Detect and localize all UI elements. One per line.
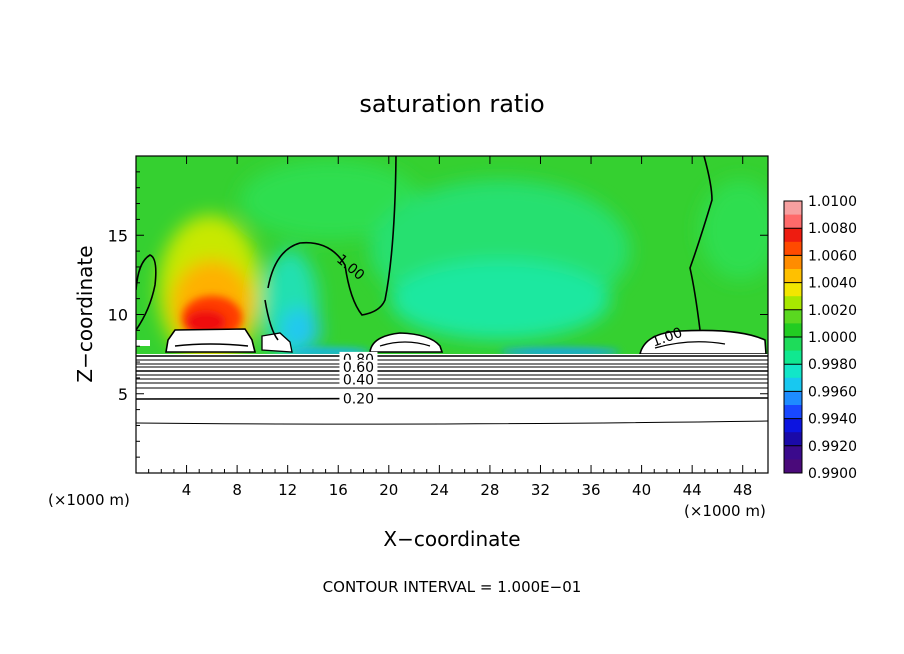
colorbar-label: 1.0000 bbox=[808, 330, 857, 346]
y-axis-label: Z−coordinate bbox=[73, 245, 97, 382]
x-tick-label: 24 bbox=[430, 481, 449, 499]
cloud-regions bbox=[136, 328, 767, 355]
colorbar-label: 0.9920 bbox=[808, 439, 857, 455]
colorbar-swatch bbox=[784, 201, 802, 216]
contour-interval-note: CONTOUR INTERVAL = 1.000E−01 bbox=[323, 578, 582, 596]
contour-label: 0.60 bbox=[343, 360, 374, 376]
colorbar-label: 0.9900 bbox=[808, 466, 857, 482]
colorbar-swatch bbox=[784, 241, 802, 256]
y-tick-label: 10 bbox=[108, 306, 128, 325]
x-tick-label: 48 bbox=[733, 481, 752, 499]
colorbar-label: 1.0100 bbox=[808, 194, 857, 210]
x-unit-left: (×1000 m) bbox=[48, 491, 130, 509]
colorbar-swatch bbox=[784, 296, 802, 311]
contour-label: 0.40 bbox=[343, 372, 374, 388]
contour-label-background bbox=[339, 391, 378, 405]
colorbar-swatch bbox=[784, 405, 802, 420]
x-tick-label: 32 bbox=[531, 481, 550, 499]
contour-label-background bbox=[339, 372, 378, 386]
colorbar-label: 1.0060 bbox=[808, 248, 857, 264]
colorbar-swatch bbox=[784, 309, 802, 324]
x-tick-label: 20 bbox=[379, 481, 398, 499]
colorbar-label: 1.0040 bbox=[808, 276, 857, 292]
colorbar-swatch bbox=[784, 445, 802, 460]
x-tick-label: 12 bbox=[278, 481, 297, 499]
chart-title: saturation ratio bbox=[359, 90, 544, 118]
colorbar-label: 1.0020 bbox=[808, 303, 857, 319]
contour-lines-upper bbox=[136, 156, 713, 341]
colorbar-swatch bbox=[784, 377, 802, 392]
colorbar-swatch bbox=[784, 282, 802, 297]
colorbar: 1.0100 1.0080 1.0060 1.0040 1.0020 1.0000 0.99… bbox=[783, 194, 857, 482]
colorbar-swatch bbox=[784, 459, 802, 474]
y-tick-label: 15 bbox=[108, 226, 128, 245]
colorbar-swatch bbox=[784, 255, 802, 270]
colorbar-swatch bbox=[784, 228, 802, 243]
colorbar-label: 0.9980 bbox=[808, 357, 857, 373]
contour-label-background bbox=[339, 359, 378, 373]
colorbar-label: 1.0080 bbox=[808, 221, 857, 237]
colorbar-label: 0.9960 bbox=[808, 384, 857, 400]
x-tick-label: 4 bbox=[182, 481, 192, 499]
x-tick-label: 44 bbox=[683, 481, 702, 499]
y-axis: 5 10 15 bbox=[108, 171, 768, 458]
colorbar-swatch bbox=[784, 432, 802, 447]
colorbar-swatch bbox=[784, 269, 802, 284]
field-lower bbox=[136, 354, 768, 473]
y-tick-label: 5 bbox=[118, 385, 128, 404]
x-tick-label: 28 bbox=[480, 481, 499, 499]
contour-lines-lower bbox=[136, 355, 768, 425]
colorbar-swatch bbox=[784, 323, 802, 338]
x-tick-label: 36 bbox=[581, 481, 600, 499]
colorbar-swatch bbox=[784, 214, 802, 229]
x-tick-label: 40 bbox=[632, 481, 651, 499]
x-unit-right: (×1000 m) bbox=[684, 502, 766, 520]
colorbar-swatch bbox=[784, 364, 802, 379]
colorbar-swatch bbox=[784, 391, 802, 406]
x-tick-label: 16 bbox=[329, 481, 348, 499]
colorbar-label: 0.9940 bbox=[808, 412, 857, 428]
colorbar-swatch bbox=[784, 337, 802, 352]
colorbar-swatch bbox=[784, 418, 802, 433]
x-axis-label: X−coordinate bbox=[383, 527, 520, 551]
colorbar-swatch bbox=[784, 350, 802, 365]
x-axis: 4 8 12 16 20 24 28 32 36 40 44 48 bbox=[148, 156, 756, 499]
contour-label: 0.20 bbox=[343, 392, 374, 408]
saturation-field: 1.001.000.800.600.400.20 bbox=[136, 156, 768, 473]
x-tick-label: 8 bbox=[232, 481, 242, 499]
